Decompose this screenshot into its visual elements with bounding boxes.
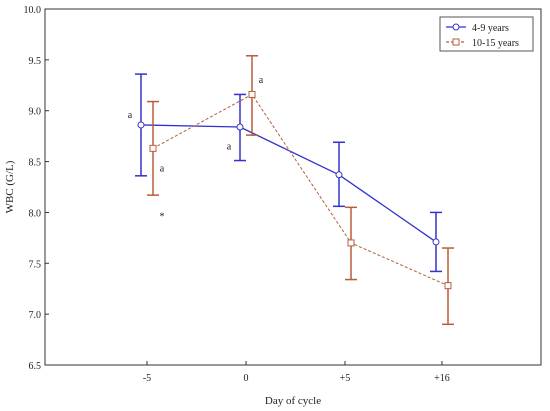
annotation-label: a <box>259 75 264 86</box>
y-tick-label: 7.0 <box>29 310 42 321</box>
annotations: a a * a a <box>128 75 264 222</box>
data-point <box>444 282 452 290</box>
legend-label: 10-15 years <box>472 38 519 49</box>
y-tick-label: 6.5 <box>29 361 42 372</box>
annotation-label: a <box>227 141 232 152</box>
data-point <box>149 144 157 152</box>
y-tick-label: 7.5 <box>29 259 42 270</box>
x-tick-label: 0 <box>244 373 249 384</box>
legend-marker <box>452 38 460 46</box>
y-tick-label: 10.0 <box>24 5 42 16</box>
plot-frame <box>44 8 542 366</box>
x-tick-label: +16 <box>434 373 450 384</box>
data-point <box>236 123 244 131</box>
x-tick-label: +5 <box>340 373 351 384</box>
y-tick-label: 9.5 <box>29 56 42 67</box>
series-layer <box>135 55 454 326</box>
data-point <box>137 121 145 129</box>
x-axis: -5 0 +5 +16 <box>143 361 450 384</box>
series-2 <box>147 55 454 326</box>
y-axis-title: WBC (G/L) <box>4 160 16 213</box>
legend: 4-9 years 10-15 years <box>439 16 534 52</box>
data-point <box>248 90 256 98</box>
annotation-label: a <box>160 164 165 175</box>
series-line <box>140 124 437 243</box>
annotation-label: * <box>160 211 165 222</box>
data-point <box>347 239 355 247</box>
y-tick-label: 8.5 <box>29 158 42 169</box>
y-axis: 6.5 7.0 7.5 8.0 8.5 9.0 9.5 10.0 <box>24 5 49 372</box>
y-tick-label: 8.0 <box>29 208 42 219</box>
y-tick-label: 9.0 <box>29 107 42 118</box>
series-line <box>152 93 449 287</box>
legend-label: 4-9 years <box>472 23 509 34</box>
annotation-label: a <box>128 110 133 121</box>
legend-marker <box>452 23 460 31</box>
x-tick-label: -5 <box>143 373 151 384</box>
x-axis-title: Day of cycle <box>265 395 321 407</box>
data-point <box>335 171 343 179</box>
data-point <box>432 238 440 246</box>
series-1 <box>135 73 442 273</box>
